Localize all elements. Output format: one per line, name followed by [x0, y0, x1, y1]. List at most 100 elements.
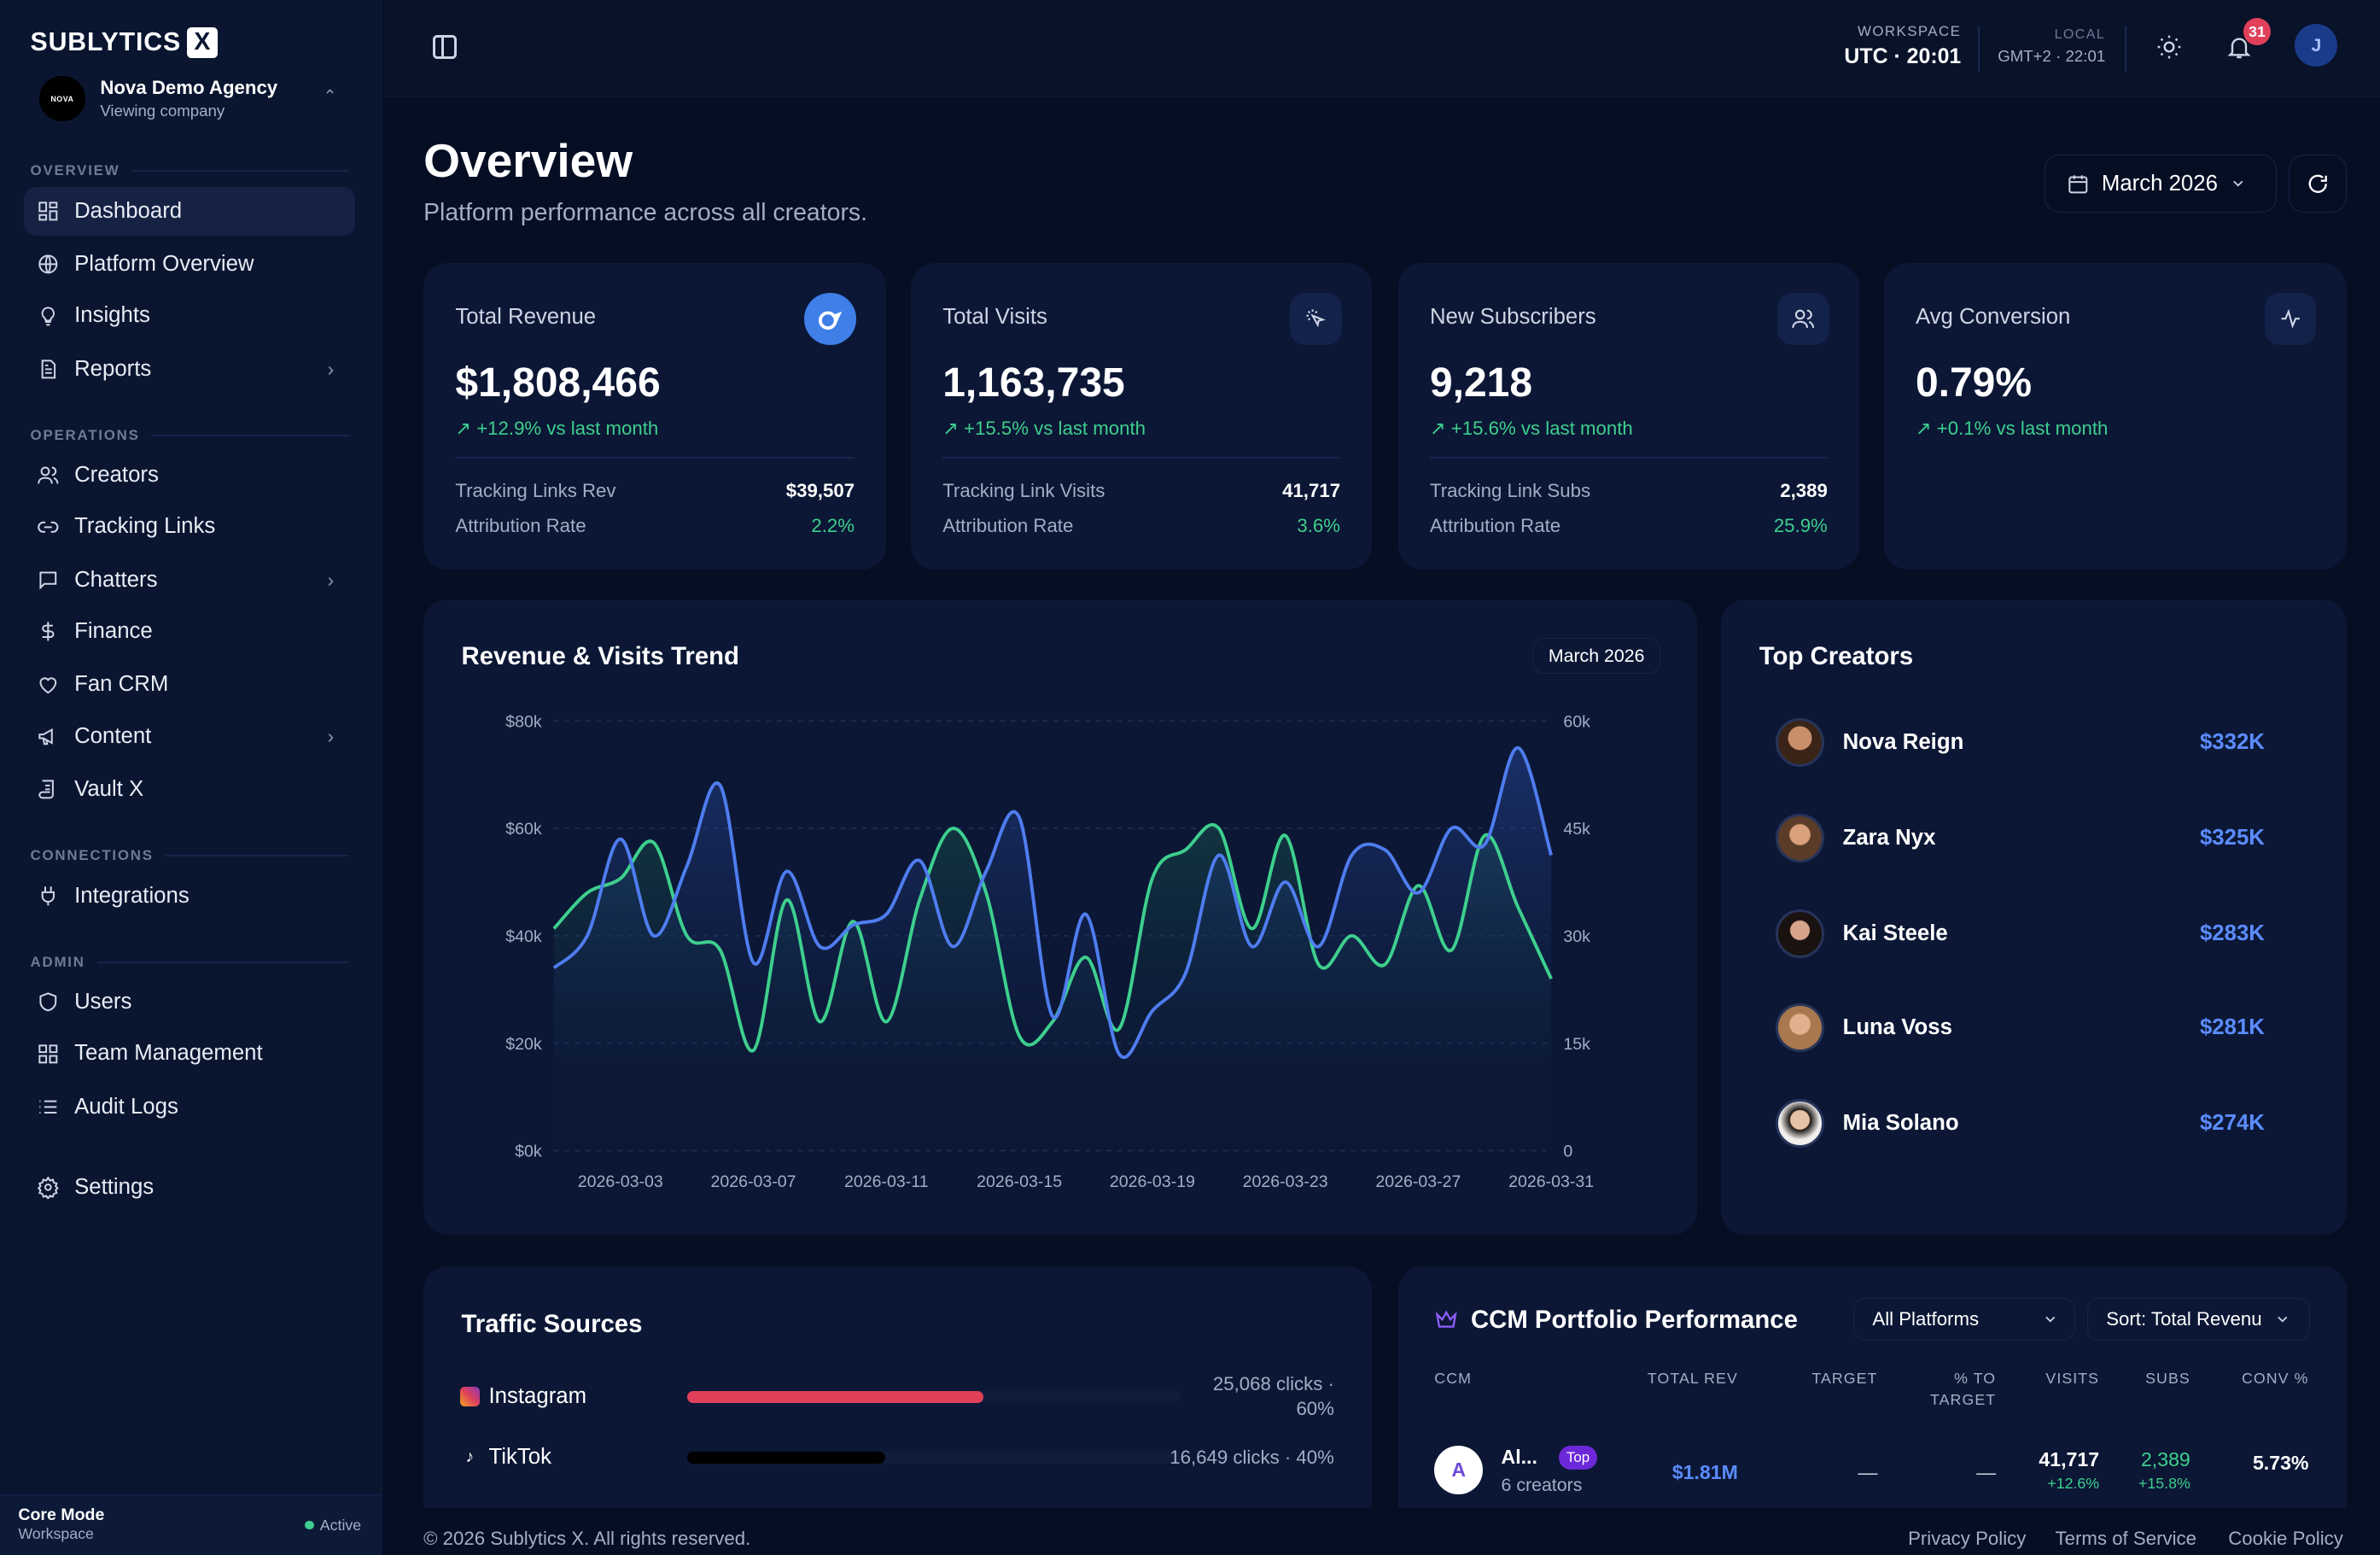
brand-mark: X: [187, 27, 218, 58]
chevron-updown-icon: ⌃: [323, 86, 336, 107]
avatar: [1776, 814, 1824, 862]
divider: [2125, 26, 2126, 71]
tiktok-icon: ♪: [460, 1447, 480, 1467]
x-tick: 2026-03-15: [977, 1172, 1062, 1191]
traffic-row-tiktok: ♪ TikTok 16,649 clicks · 40%: [460, 1432, 1334, 1483]
sidebar-item-team-management[interactable]: Team Management: [24, 1030, 355, 1079]
sidebar-item-fan-crm[interactable]: Fan CRM: [24, 660, 355, 709]
creator-row[interactable]: Zara Nyx $325K: [1776, 810, 2265, 865]
sidebar-item-chatters[interactable]: Chatters ›: [24, 556, 355, 605]
creator-revenue: $332K: [2200, 730, 2265, 755]
sidebar-item-users[interactable]: Users: [24, 978, 355, 1026]
creator-name: Kai Steele: [1843, 921, 1948, 946]
footer-copyright: © 2026 Sublytics X. All rights reserved.: [423, 1528, 750, 1550]
sidebar-item-tracking-links[interactable]: Tracking Links: [24, 503, 355, 552]
cookie-link[interactable]: Cookie Policy: [2228, 1528, 2343, 1550]
platform-select[interactable]: All Platforms: [1853, 1298, 2075, 1341]
section-operations: OPERATIONS: [31, 427, 349, 444]
kpi-value: 1,163,735: [942, 360, 1125, 406]
calendar-icon: [2067, 172, 2090, 196]
trend-chart: $0k$20k$40k$60k$80k015k30k45k60k2026-03-…: [423, 599, 1697, 1234]
creator-row[interactable]: Kai Steele $283K: [1776, 907, 2265, 962]
trend-up-icon: ↗: [1916, 418, 1937, 439]
heart-icon: [37, 674, 60, 697]
sidebar-item-settings[interactable]: Settings: [24, 1163, 355, 1212]
terms-link[interactable]: Terms of Service: [2056, 1528, 2196, 1550]
section-overview: OVERVIEW: [31, 162, 349, 179]
creator-revenue: $274K: [2200, 1111, 2265, 1136]
creator-row[interactable]: Nova Reign $332K: [1776, 715, 2265, 769]
sidebar-item-integrations[interactable]: Integrations: [24, 872, 355, 921]
onlyfans-icon: [804, 293, 855, 344]
traffic-bar-fill: [687, 1391, 983, 1403]
sidebar-item-dashboard[interactable]: Dashboard: [24, 187, 355, 236]
page-title: Overview: [423, 133, 633, 188]
ccm-subs: 2,389: [2111, 1448, 2190, 1471]
x-tick: 2026-03-23: [1243, 1172, 1328, 1191]
chevron-down-icon: [2042, 1311, 2059, 1328]
company-sub: Viewing company: [100, 102, 277, 120]
kpi-card-total-revenue: Total Revenue $1,808,466 ↗ +12.9% vs las…: [423, 263, 886, 570]
chevron-right-icon: ›: [327, 358, 334, 381]
brand-logo[interactable]: SUBLYTICS X: [31, 27, 218, 58]
sidebar-item-label: Tracking Links: [74, 514, 215, 539]
sidebar-item-platform-overview[interactable]: Platform Overview: [24, 240, 355, 289]
divider: [1430, 457, 1828, 459]
gear-icon: [37, 1176, 60, 1199]
month-picker-label: March 2026: [2102, 172, 2218, 196]
sun-icon[interactable]: [2155, 33, 2183, 61]
link-icon: [37, 516, 60, 539]
sidebar-toggle-icon[interactable]: [433, 35, 457, 59]
company-switcher[interactable]: NOVA Nova Demo Agency Viewing company ⌃: [39, 73, 343, 124]
creator-row[interactable]: Mia Solano $274K: [1776, 1096, 2265, 1151]
avatar: [1776, 909, 1824, 958]
sidebar-item-vault-x[interactable]: Vault X: [24, 765, 355, 814]
users-icon: [1777, 293, 1829, 344]
sidebar-item-content[interactable]: Content ›: [24, 712, 355, 761]
kpi-row: Tracking Links Rev$39,507: [455, 480, 855, 502]
kpi-card-total-visits: Total Visits 1,163,735 ↗ +15.5% vs last …: [911, 263, 1373, 570]
megaphone-icon: [37, 725, 60, 748]
kpi-title: Total Revenue: [455, 305, 596, 330]
kpi-title: New Subscribers: [1430, 305, 1596, 330]
avatar: [1776, 718, 1824, 767]
traffic-title: Traffic Sources: [462, 1310, 643, 1339]
avatar: [1776, 1099, 1824, 1148]
sidebar-item-reports[interactable]: Reports ›: [24, 345, 355, 394]
local-label: LOCAL: [1974, 27, 2106, 43]
document-icon: [37, 358, 60, 381]
chevron-right-icon: ›: [327, 725, 334, 748]
page-subtitle: Platform performance across all creators…: [423, 199, 867, 227]
ccm-name[interactable]: Al...: [1502, 1446, 1537, 1469]
shield-icon: [37, 991, 60, 1014]
sidebar-item-audit-logs[interactable]: Audit Logs: [24, 1083, 355, 1131]
kpi-card-avg-conversion: Avg Conversion 0.79% ↗ +0.1% vs last mon…: [1884, 263, 2347, 570]
creator-name: Zara Nyx: [1843, 826, 1936, 851]
workspace-clock: WORKSPACE UTC · 20:01: [1816, 23, 1962, 69]
traffic-bar-fill: [687, 1452, 884, 1464]
kpi-card-new-subscribers: New Subscribers 9,218 ↗ +15.6% vs last m…: [1398, 263, 1860, 570]
local-clock: LOCAL GMT+2 · 22:01: [1974, 27, 2106, 66]
sidebar-item-creators[interactable]: Creators: [24, 451, 355, 500]
privacy-link[interactable]: Privacy Policy: [1908, 1528, 2026, 1550]
kpi-delta: ↗ +0.1% vs last month: [1916, 418, 2108, 440]
traffic-row-instagram: Instagram 25,068 clicks ·60%: [460, 1371, 1334, 1423]
month-picker[interactable]: March 2026: [2045, 155, 2277, 213]
divider: [455, 457, 855, 459]
refresh-button[interactable]: [2289, 155, 2347, 213]
sidebar-item-finance[interactable]: Finance: [24, 607, 355, 656]
ccm-total-rev: $1.81M: [1611, 1461, 1738, 1484]
core-mode-panel[interactable]: Core Mode Workspace Active: [0, 1494, 382, 1555]
core-mode-status: Active: [305, 1517, 361, 1535]
activity-icon: [2265, 293, 2316, 344]
sidebar-item-insights[interactable]: Insights: [24, 291, 355, 340]
sort-select[interactable]: Sort: Total Revenu: [2087, 1298, 2310, 1341]
kpi-delta: ↗ +15.6% vs last month: [1430, 418, 1633, 440]
x-tick: 2026-03-19: [1110, 1172, 1195, 1191]
instagram-icon: [460, 1387, 480, 1406]
sidebar-item-label: Insights: [74, 303, 150, 328]
sidebar-item-label: Settings: [74, 1175, 154, 1200]
creator-row[interactable]: Luna Voss $281K: [1776, 1001, 2265, 1055]
